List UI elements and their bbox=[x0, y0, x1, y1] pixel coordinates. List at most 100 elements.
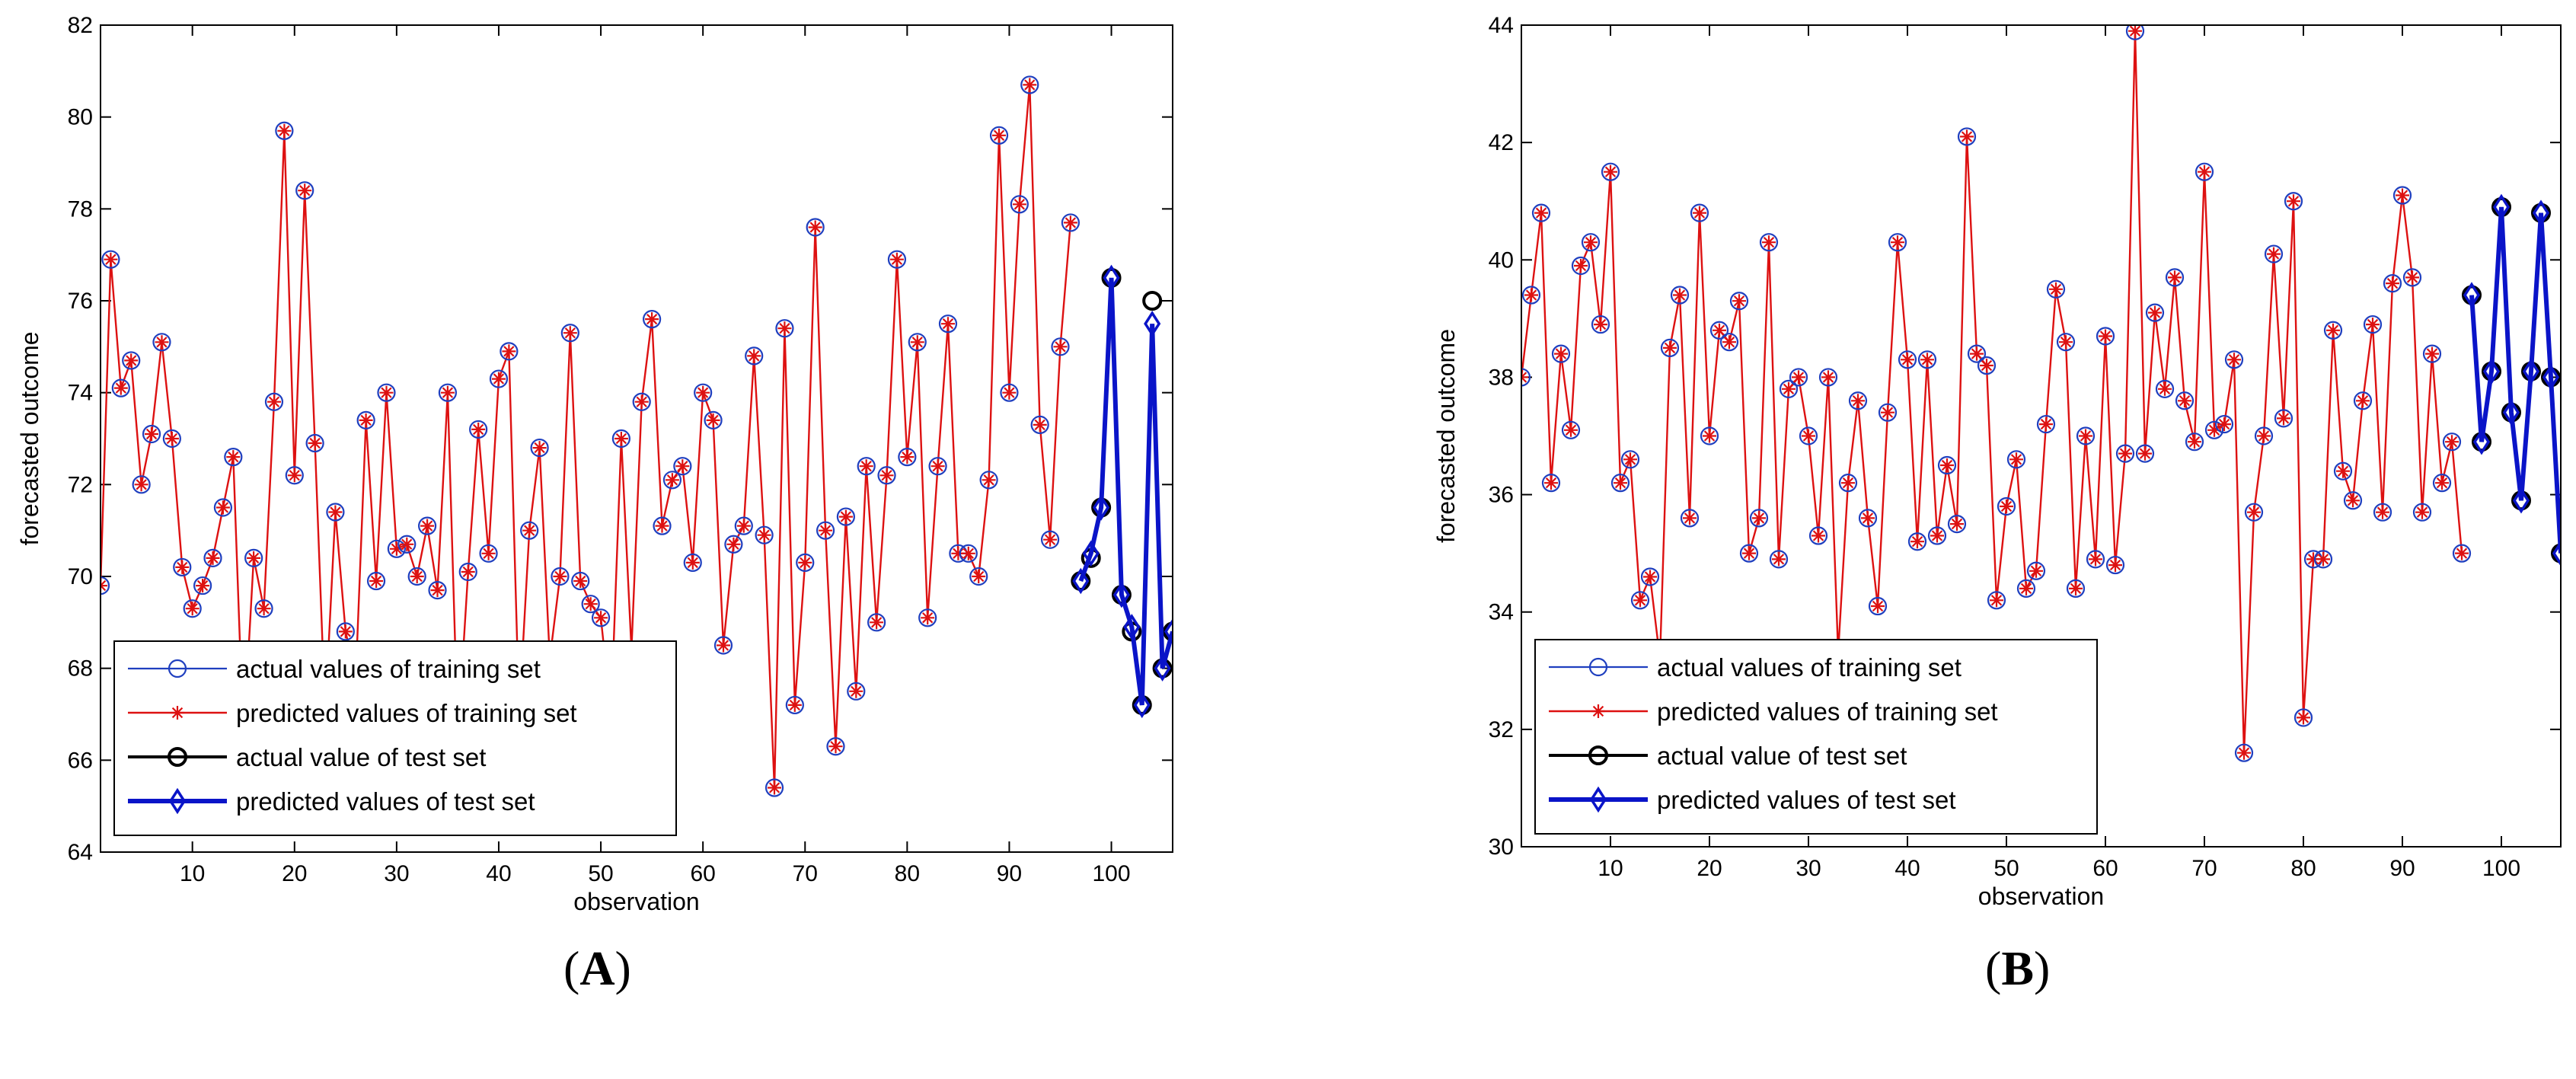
point-training-predicted bbox=[155, 335, 169, 350]
point-training-actual bbox=[2086, 550, 2105, 569]
point-training-actual bbox=[244, 548, 263, 567]
point-training-actual bbox=[632, 392, 651, 411]
point-training-actual bbox=[2214, 414, 2234, 434]
point-training-actual bbox=[305, 433, 324, 453]
point-training-actual bbox=[1779, 379, 1799, 398]
point-training-actual bbox=[928, 457, 947, 476]
point-training-actual bbox=[2363, 314, 2383, 334]
legend-label-3: actual value of test set bbox=[236, 743, 486, 771]
x-tick-label: 100 bbox=[2482, 856, 2520, 881]
point-test-predicted bbox=[1164, 618, 1173, 645]
point-training-predicted bbox=[2316, 552, 2330, 567]
point-test-predicted bbox=[1072, 567, 1090, 595]
point-training-predicted bbox=[2415, 505, 2429, 519]
point-training-predicted bbox=[185, 602, 200, 616]
point-training-actual bbox=[224, 448, 243, 467]
point-training-predicted bbox=[961, 546, 975, 560]
point-training-predicted bbox=[1554, 346, 1568, 361]
point-training-actual bbox=[796, 553, 815, 573]
point-training-predicted bbox=[563, 326, 577, 340]
point-training-predicted bbox=[645, 312, 659, 327]
point-training-predicted bbox=[1811, 528, 1825, 543]
point-training-actual bbox=[2274, 409, 2294, 428]
point-training-predicted bbox=[2029, 563, 2043, 578]
point-training-predicted bbox=[1901, 353, 1914, 367]
point-training-actual bbox=[775, 319, 794, 338]
point-training-predicted bbox=[1053, 340, 1068, 354]
point-training-actual bbox=[203, 548, 222, 567]
point-training-actual bbox=[2373, 503, 2392, 522]
point-training-actual bbox=[1521, 368, 1531, 387]
y-tick-label: 72 bbox=[68, 472, 93, 497]
point-test-predicted bbox=[2482, 358, 2501, 385]
point-training-actual bbox=[2066, 579, 2086, 598]
point-training-predicted bbox=[889, 252, 904, 267]
point-training-actual bbox=[1640, 567, 1660, 586]
point-training-actual bbox=[1789, 368, 1808, 387]
point-training-predicted bbox=[2079, 429, 2092, 443]
point-training-predicted bbox=[992, 128, 1006, 142]
x-tick-label: 100 bbox=[1093, 861, 1131, 886]
point-training-predicted bbox=[113, 381, 128, 395]
point-training-predicted bbox=[726, 537, 741, 551]
point-training-predicted bbox=[1023, 78, 1037, 92]
point-training-predicted bbox=[2009, 452, 2023, 467]
point-training-actual bbox=[1680, 509, 1700, 528]
point-training-actual bbox=[2155, 379, 2175, 398]
point-training-actual bbox=[285, 466, 304, 485]
point-training-predicted bbox=[1063, 215, 1077, 230]
point-training-predicted bbox=[2069, 581, 2083, 595]
point-training-actual bbox=[816, 521, 835, 540]
point-training-actual bbox=[152, 333, 171, 352]
point-training-actual bbox=[1690, 203, 1709, 222]
point-training-predicted bbox=[2059, 335, 2073, 350]
point-training-predicted bbox=[1012, 197, 1026, 212]
legend-marker-2 bbox=[1591, 704, 1605, 718]
point-training-actual bbox=[611, 429, 630, 449]
point-training-actual bbox=[1888, 233, 1907, 252]
point-training-predicted bbox=[819, 523, 833, 538]
point-training-actual bbox=[2026, 561, 2046, 580]
point-training-actual bbox=[2234, 743, 2254, 762]
point-training-predicted bbox=[1673, 288, 1687, 302]
legend-marker-4 bbox=[168, 787, 187, 815]
point-training-predicted bbox=[930, 459, 945, 474]
point-training-actual bbox=[1898, 350, 1917, 369]
x-tick-label: 30 bbox=[1796, 856, 1821, 881]
point-training-actual bbox=[275, 121, 294, 140]
point-training-predicted bbox=[2455, 546, 2469, 560]
point-test-predicted bbox=[1103, 264, 1120, 292]
point-training-predicted bbox=[359, 413, 373, 427]
point-training-predicted bbox=[2396, 188, 2409, 203]
x-tick-label: 30 bbox=[384, 861, 409, 886]
point-training-actual bbox=[264, 392, 284, 411]
point-training-actual bbox=[694, 383, 713, 402]
point-training-actual bbox=[2036, 414, 2056, 434]
point-training-predicted bbox=[1980, 359, 1993, 372]
point-training-predicted bbox=[298, 184, 312, 198]
point-training-actual bbox=[1808, 526, 1828, 545]
point-training-actual bbox=[1838, 474, 1858, 493]
point-test-predicted bbox=[2542, 364, 2560, 391]
point-training-actual bbox=[418, 516, 437, 535]
point-test-predicted bbox=[1123, 614, 1141, 640]
y-tick-label: 42 bbox=[1489, 130, 1514, 155]
point-test-predicted bbox=[1144, 310, 1161, 337]
y-axis-label: forecasted outcome bbox=[16, 331, 43, 545]
point-training-actual bbox=[489, 369, 509, 388]
point-training-actual bbox=[1040, 530, 1060, 549]
chart-panel-b: 10 20 30 40 50 60 70 80 90 100 30 32 34 36 38 40 42 44 obs… bbox=[1432, 13, 2562, 910]
point-training-predicted bbox=[1970, 346, 1984, 361]
point-training-actual bbox=[2175, 391, 2195, 410]
point-training-predicted bbox=[2257, 429, 2271, 443]
point-training-predicted bbox=[1742, 546, 1756, 560]
point-training-predicted bbox=[2287, 194, 2300, 209]
y-tick-label: 64 bbox=[68, 840, 93, 865]
point-training-predicted bbox=[1752, 511, 1766, 525]
point-training-actual bbox=[1020, 75, 1039, 94]
point-test-predicted bbox=[2552, 540, 2561, 567]
point-training-predicted bbox=[145, 427, 158, 441]
point-training-actual bbox=[2056, 333, 2076, 352]
point-training-predicted bbox=[696, 385, 710, 400]
point-training-predicted bbox=[594, 611, 608, 625]
